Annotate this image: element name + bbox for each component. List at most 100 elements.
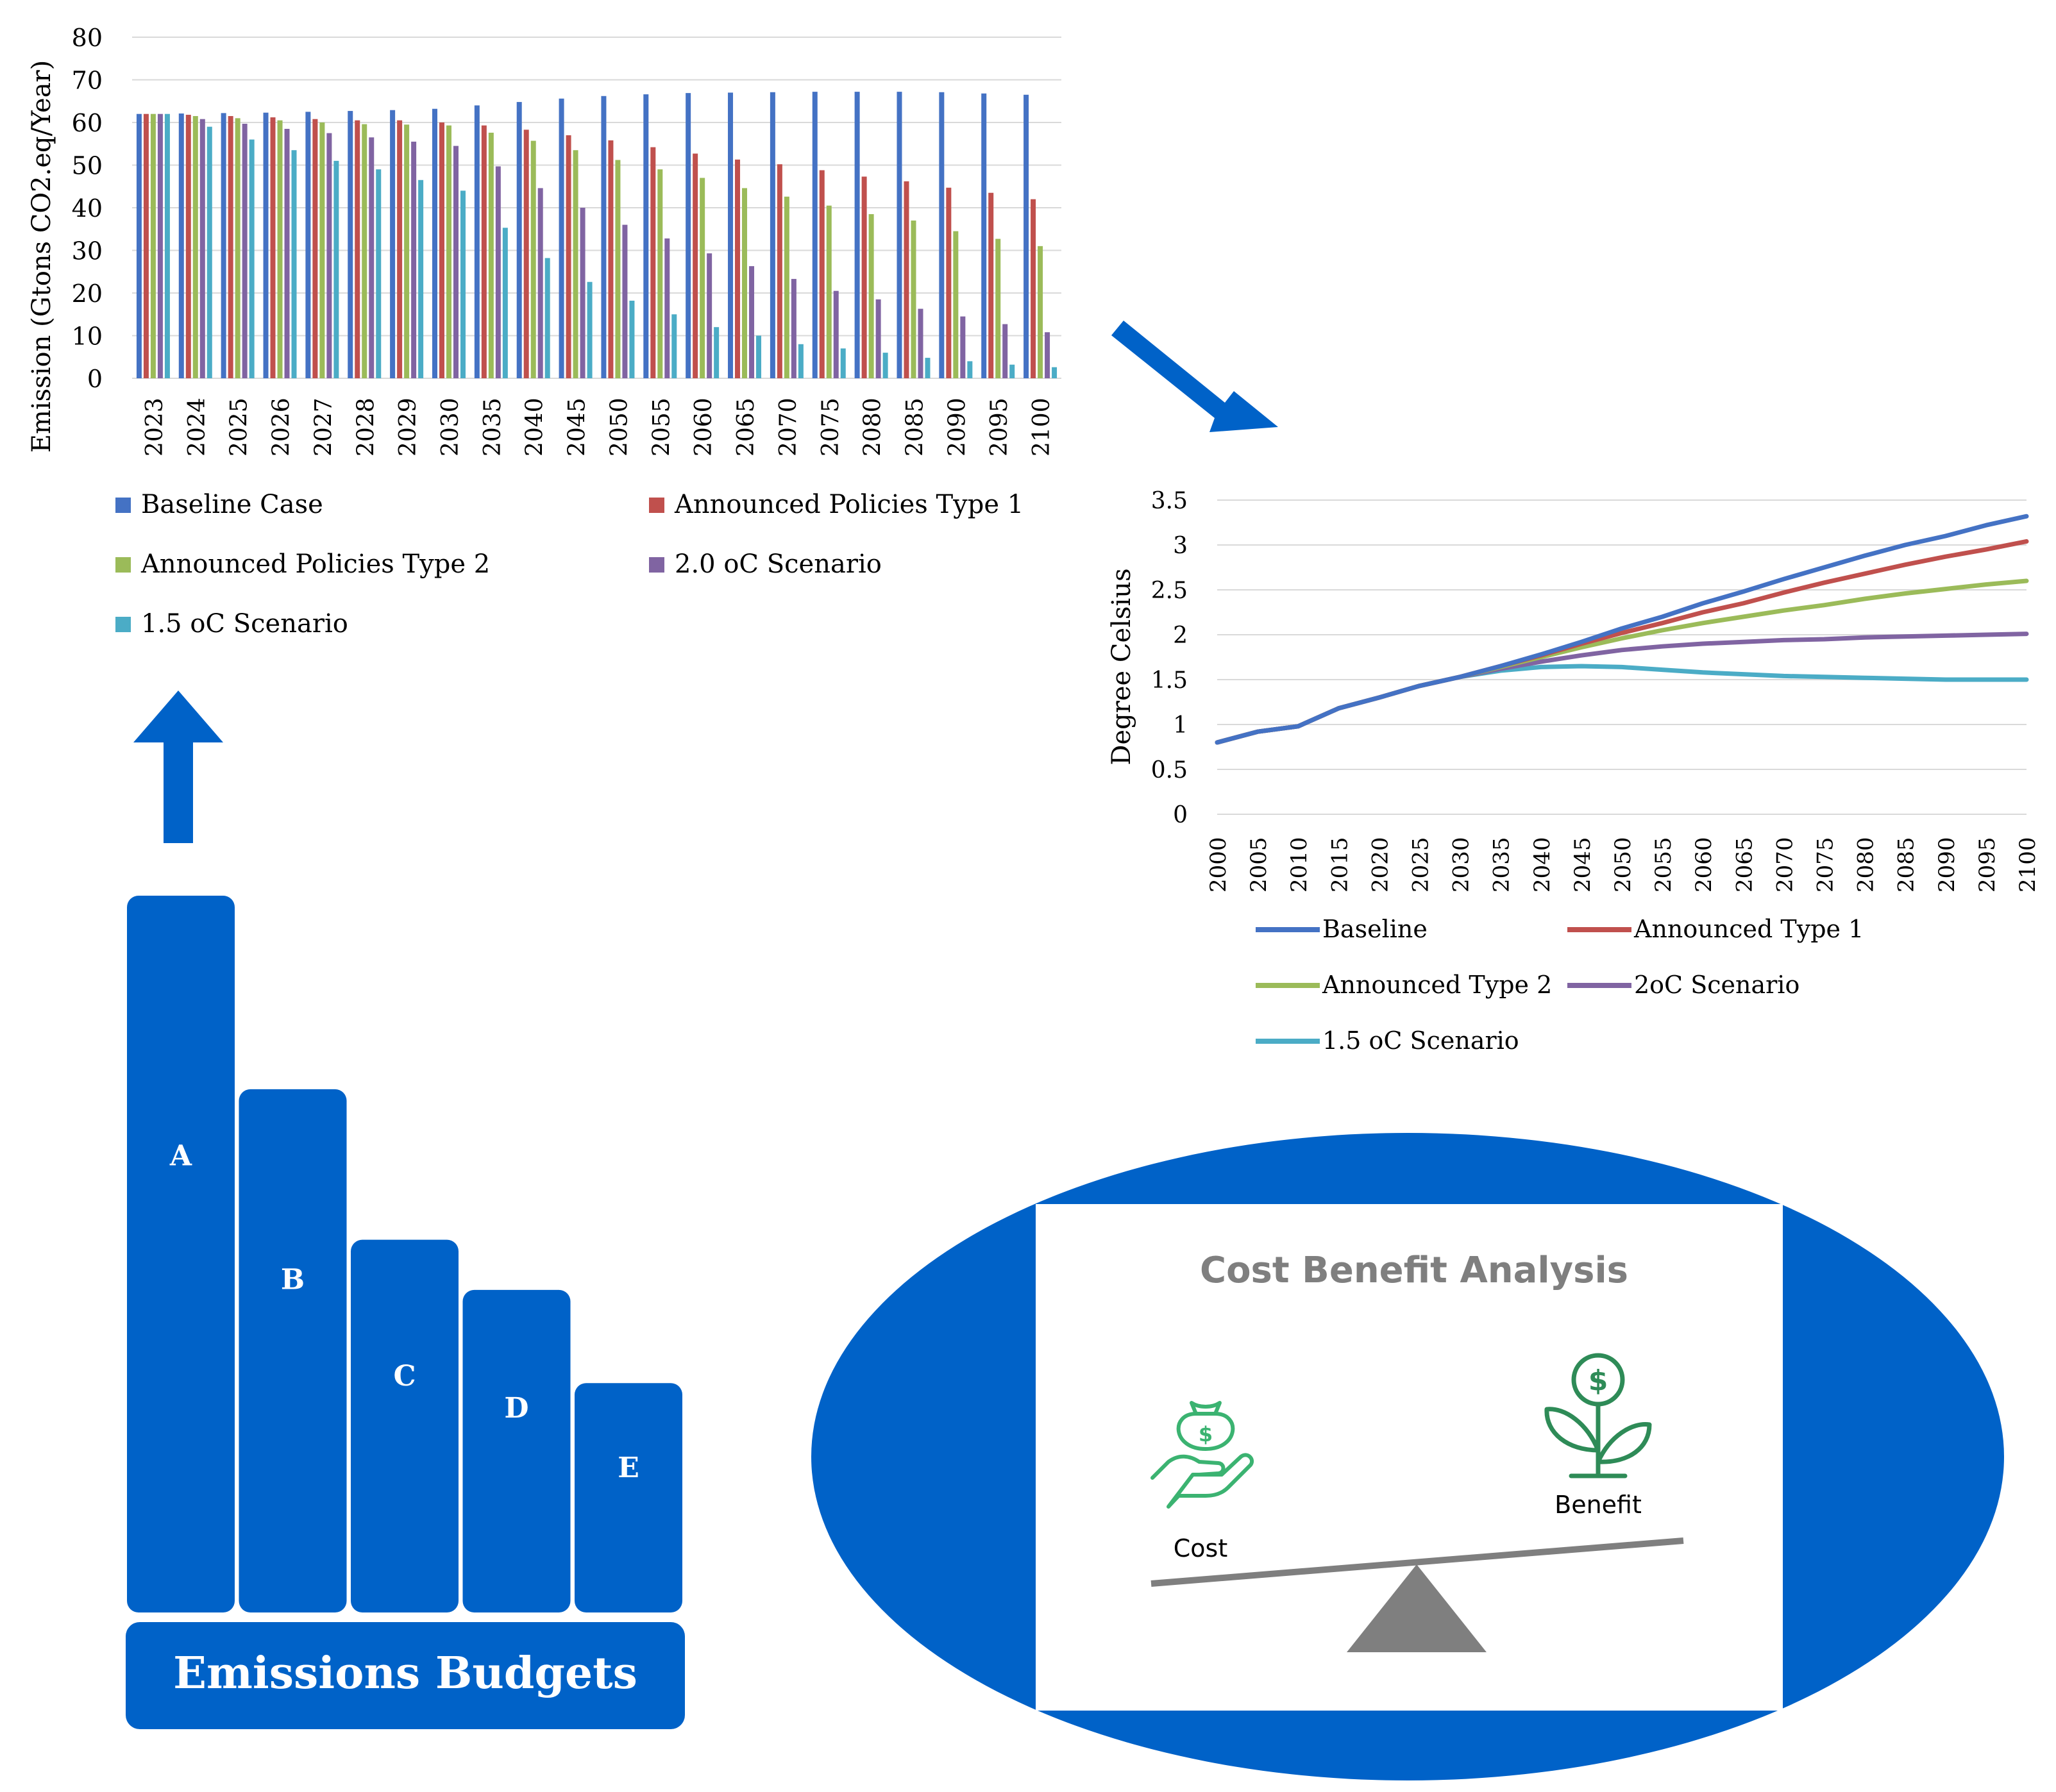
bar-1-5-oc-scenario-2090 [967, 361, 973, 378]
bar-baseline-case-2035 [474, 105, 480, 378]
bar-baseline-case-2030 [432, 108, 437, 378]
bar-x-tick-label: 2028 [353, 398, 379, 456]
bar-2-0-oc-scenario-2085 [918, 308, 923, 378]
bar-2-0-oc-scenario-2095 [1002, 324, 1008, 378]
bar-2-0-oc-scenario-2100 [1045, 332, 1050, 378]
line-x-tick-label: 2080 [1853, 837, 1879, 892]
line-legend-label: Baseline [1322, 915, 1428, 943]
line-x-tick-label: 2015 [1327, 837, 1352, 892]
bar-legend-label: Announced Policies Type 2 [140, 549, 490, 579]
bar-1-5-oc-scenario-2065 [756, 335, 762, 378]
bar-2-0-oc-scenario-2023 [157, 113, 163, 378]
bar-y-tick-label: 40 [72, 194, 103, 222]
bar-announced-policies-type-1-2023 [143, 113, 149, 378]
bar-baseline-case-2090 [939, 92, 945, 378]
money-bag-hand-icon: $ [1150, 1401, 1254, 1509]
line-x-tick-label: 2060 [1691, 837, 1717, 892]
bar-legend-swatch [115, 557, 131, 573]
bar-1-5-oc-scenario-2028 [376, 169, 382, 378]
bar-2-0-oc-scenario-2080 [875, 299, 881, 378]
line-2oc-scenario [1215, 632, 2029, 745]
line-x-tick-label: 2035 [1489, 837, 1515, 892]
temperature-line-chart: 0 0.5 1 1.5 2 2.5 3 3.5 2000 2005 2010 2015 2020 202… [1107, 488, 2041, 1055]
bar-announced-policies-type-1-2100 [1031, 199, 1036, 378]
line-y-tick-label: 1 [1173, 712, 1188, 739]
bar-announced-policies-type-2-2040 [530, 140, 536, 378]
bar-1-5-oc-scenario-2100 [1052, 367, 1057, 378]
bar-baseline-case-2026 [263, 112, 269, 378]
bar-announced-policies-type-1-2060 [693, 153, 698, 379]
budget-bar-b [239, 1089, 347, 1612]
bar-x-tick-label: 2050 [606, 398, 632, 456]
bar-y-tick-label: 0 [87, 365, 103, 393]
bar-y-tick-label: 20 [72, 280, 103, 308]
bar-announced-policies-type-1-2035 [481, 125, 487, 378]
bar-announced-policies-type-1-2045 [566, 135, 571, 378]
bar-1-5-oc-scenario-2040 [544, 258, 550, 378]
bar-x-tick-label: 2080 [860, 398, 886, 456]
bar-1-5-oc-scenario-2085 [925, 358, 931, 378]
bar-announced-policies-type-1-2055 [650, 147, 656, 378]
bar-announced-policies-type-2-2090 [953, 231, 959, 378]
balance-beam [1150, 1537, 1684, 1587]
bar-baseline-case-2070 [770, 92, 775, 378]
bar-baseline-case-2095 [981, 93, 987, 378]
benefit-label: Benefit [1555, 1491, 1642, 1519]
emissions-budgets-diagram: A B C D E Emissions Budgets [126, 896, 685, 1729]
bar-x-tick-label: 2030 [437, 398, 464, 456]
bar-legend-label: Announced Policies Type 1 [674, 490, 1024, 519]
bar-x-tick-label: 2025 [226, 398, 253, 456]
bar-baseline-case-2040 [516, 102, 522, 378]
bar-x-tick-label: 2027 [310, 398, 337, 456]
bar-1-5-oc-scenario-2030 [460, 190, 466, 378]
bar-baseline-case-2027 [305, 112, 311, 378]
line-chart-x-ticks: 2000 2005 2010 2015 2020 2025 2030 2035 2040 2045… [1206, 837, 2041, 892]
bar-announced-policies-type-1-2085 [904, 181, 909, 378]
line-chart-series [1215, 514, 2029, 745]
bar-2-0-oc-scenario-2030 [453, 146, 459, 378]
line-chart-y-ticks: 0 0.5 1 1.5 2 2.5 3 3.5 [1151, 488, 1188, 828]
line-baseline [1215, 514, 2029, 745]
line-x-tick-label: 2045 [1570, 837, 1596, 892]
bar-x-tick-label: 2023 [142, 398, 168, 456]
line-x-tick-label: 2075 [1813, 837, 1839, 892]
line-legend-label: 1.5 oC Scenario [1322, 1026, 1519, 1055]
bar-1-5-oc-scenario-2045 [587, 281, 593, 378]
bar-2-0-oc-scenario-2025 [242, 123, 248, 378]
bar-2-0-oc-scenario-2029 [411, 141, 417, 379]
line-x-tick-label: 2065 [1732, 837, 1757, 892]
bar-legend-label: 2.0 oC Scenario [675, 549, 882, 579]
line-announced-type-1 [1215, 539, 2029, 745]
budget-bar-label: C [393, 1360, 416, 1393]
bar-announced-policies-type-1-2095 [988, 192, 994, 378]
bar-2-0-oc-scenario-2050 [622, 224, 628, 378]
bar-legend-swatch [115, 617, 131, 632]
bar-announced-policies-type-1-2026 [270, 117, 276, 378]
line-chart-y-axis-label: Degree Celsius [1107, 568, 1136, 765]
bar-1-5-oc-scenario-2070 [798, 344, 804, 378]
bar-x-tick-label: 2060 [691, 398, 717, 456]
bar-announced-policies-type-2-2030 [446, 125, 451, 378]
bar-announced-policies-type-2-2023 [150, 113, 156, 378]
bar-1-5-oc-scenario-2075 [840, 348, 846, 378]
line-x-tick-label: 2100 [2015, 837, 2041, 892]
bar-announced-policies-type-1-2065 [735, 159, 741, 379]
bar-announced-policies-type-2-2027 [319, 122, 325, 378]
bar-1-5-oc-scenario-2060 [714, 327, 720, 378]
bar-announced-policies-type-1-2030 [439, 122, 444, 378]
line-x-tick-label: 2055 [1651, 837, 1676, 892]
line-y-tick-label: 3.5 [1151, 488, 1188, 514]
line-x-tick-label: 2085 [1894, 837, 1919, 892]
bar-announced-policies-type-2-2028 [362, 124, 367, 378]
bar-baseline-case-2100 [1024, 94, 1029, 378]
bar-announced-policies-type-2-2100 [1038, 246, 1043, 378]
bar-announced-policies-type-1-2080 [861, 176, 867, 378]
bar-1-5-oc-scenario-2024 [206, 126, 212, 378]
bar-announced-policies-type-2-2085 [911, 220, 916, 378]
bar-1-5-oc-scenario-2035 [502, 228, 508, 378]
line-x-tick-label: 2010 [1286, 837, 1312, 892]
line-x-tick-label: 2020 [1367, 837, 1393, 892]
bar-baseline-case-2029 [390, 110, 396, 378]
bar-baseline-case-2024 [178, 113, 184, 378]
bar-legend-label: 1.5 oC Scenario [141, 609, 348, 639]
